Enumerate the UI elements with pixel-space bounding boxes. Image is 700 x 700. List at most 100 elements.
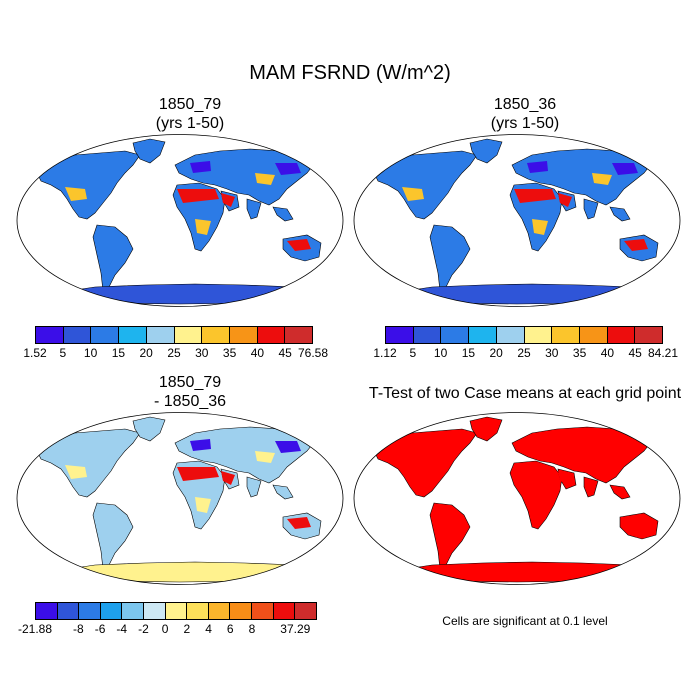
colorbar-tick-label: 4 <box>205 622 212 636</box>
colorbar-tick-label: 35 <box>572 346 587 360</box>
colorbar-swatch <box>187 603 209 619</box>
land-southAmerica <box>429 502 471 570</box>
panel-3-title-line2: - 1850_36 <box>153 393 227 410</box>
colorbar-tick-label: 84.21 <box>647 346 679 360</box>
data-patch-hot <box>514 189 556 203</box>
data-patch-warm <box>65 465 87 479</box>
data-patch-cold <box>527 161 548 173</box>
colorbar-tick-label: -4 <box>116 622 128 636</box>
colorbar-tick-label: 15 <box>461 346 476 360</box>
map-panel-3 <box>16 412 344 585</box>
land-northAmerica <box>373 428 478 498</box>
colorbar-tick-label: 5 <box>59 346 67 360</box>
data-patch-hot <box>514 467 556 481</box>
land-india <box>246 476 262 498</box>
land-seAsia <box>272 484 294 500</box>
data-patch-cold <box>612 163 638 175</box>
colorbar-panel-1-labels: 1.52 5 10 15 20 25 30 35 40 45 76.58 <box>23 346 328 362</box>
colorbar-swatch <box>552 327 580 343</box>
land-northAmerica <box>36 428 141 498</box>
colorbar-swatch <box>122 603 145 619</box>
land-antarctica <box>54 561 316 583</box>
land-india <box>583 198 599 220</box>
colorbar-swatch <box>607 327 636 343</box>
data-patch-hot <box>624 517 648 529</box>
data-patch-cold <box>612 441 638 453</box>
map-panel-1 <box>16 134 344 307</box>
colorbar-swatch <box>79 603 101 619</box>
data-patch-warm <box>195 497 211 513</box>
colorbar-tick-label: 30 <box>195 346 209 360</box>
colorbar-tick-label: 0 <box>161 622 169 636</box>
map-border <box>16 134 344 307</box>
land-antarctica <box>391 561 653 583</box>
figure-title: MAM FSRND (W/m^2) <box>249 62 451 84</box>
colorbar-tick-label: 45 <box>628 346 642 360</box>
land-india <box>583 476 599 498</box>
colorbar-tick-label: -21.88 <box>17 622 53 636</box>
data-patch-cold <box>275 441 301 453</box>
colorbar-swatch <box>202 327 230 343</box>
colorbar-swatch <box>635 327 663 343</box>
colorbar-panel-2-labels: 1.12 5 10 15 20 25 30 35 40 45 84.21 <box>373 346 678 362</box>
data-patch-hot <box>558 471 572 485</box>
data-patch-warm <box>255 173 275 185</box>
land-northAmerica <box>36 150 141 220</box>
colorbar-swatch <box>146 327 175 343</box>
colorbar-panel-2 <box>385 326 663 344</box>
data-patch-hot <box>177 467 219 481</box>
colorbar-tick-label: 40 <box>250 346 265 360</box>
colorbar-panel-3 <box>35 602 317 620</box>
colorbar-swatch <box>386 327 414 343</box>
colorbar-tick-label: 35 <box>222 346 237 360</box>
data-patch-hot <box>558 193 572 207</box>
land-antarctica <box>391 283 653 305</box>
colorbar-swatch <box>579 327 608 343</box>
colorbar-swatch <box>100 603 123 619</box>
data-patch-cold <box>275 163 301 175</box>
colorbar-swatch <box>36 327 64 343</box>
colorbar-tick-label: 10 <box>433 346 448 360</box>
land-seAsia <box>609 484 631 500</box>
land-greenland <box>469 138 503 164</box>
land-southAmerica <box>429 224 471 292</box>
colorbar-tick-label: 20 <box>489 346 503 360</box>
colorbar-swatch <box>57 603 80 619</box>
data-patch-warm <box>65 187 87 201</box>
data-patch-cold <box>527 439 548 451</box>
colorbar-tick-label: 2 <box>183 622 191 636</box>
panel-2-title-line1: 1850_36 <box>493 96 557 113</box>
colorbar-swatch <box>496 327 525 343</box>
data-patch-hot <box>221 193 235 207</box>
colorbar-tick-label: 15 <box>111 346 126 360</box>
land-southAmerica <box>92 502 134 570</box>
map-panel-4 <box>353 412 681 585</box>
land-antarctica <box>54 283 316 305</box>
map-border <box>353 134 681 307</box>
colorbar-swatch <box>91 327 120 343</box>
colorbar-swatch <box>174 327 203 343</box>
colorbar-tick-label: -6 <box>94 622 106 636</box>
colorbar-swatch <box>144 603 166 619</box>
colorbar-tick-label: 10 <box>83 346 98 360</box>
panel-4-title: T-Test of two Case means at each grid po… <box>350 384 700 403</box>
colorbar-swatch <box>63 327 92 343</box>
panel-2-title-line2: (yrs 1-50) <box>490 115 560 132</box>
data-patch-warm <box>532 219 548 235</box>
panel-3-title-line1: 1850_79 <box>158 374 222 391</box>
land-northAmerica <box>373 150 478 220</box>
data-patch-warm <box>592 451 612 463</box>
significance-note: Cells are significant at 0.1 level <box>442 614 608 628</box>
colorbar-panel-1 <box>35 326 313 344</box>
colorbar-tick-label: 6 <box>226 622 234 636</box>
colorbar-swatch <box>252 603 274 619</box>
colorbar-tick-label: 1.52 <box>23 346 47 360</box>
colorbar-tick-label: 25 <box>167 346 181 360</box>
panel-4-title-line1: T-Test of two Case means at each grid po… <box>368 385 682 402</box>
map-panel-2 <box>353 134 681 307</box>
data-patch-warm <box>255 451 275 463</box>
map-border <box>353 412 681 585</box>
data-patch-warm <box>592 173 612 185</box>
data-patch-warm <box>402 187 424 201</box>
land-india <box>246 198 262 220</box>
